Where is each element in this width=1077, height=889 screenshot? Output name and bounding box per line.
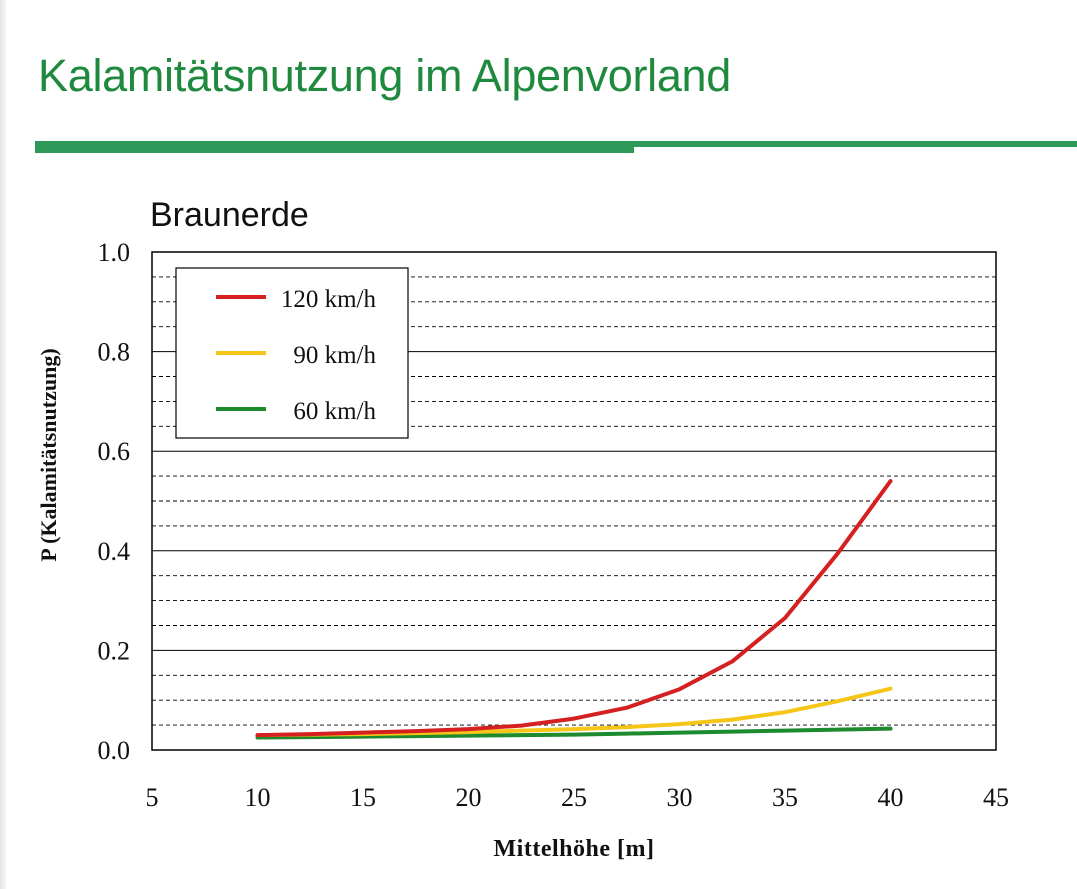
legend-box [175, 267, 409, 439]
y-tick-label: 0.8 [98, 338, 131, 367]
plot-area-frame [151, 251, 997, 751]
legend-label: 120 km/h [281, 286, 377, 313]
title-underline-thin [634, 141, 1077, 147]
series-line [255, 479, 893, 738]
slide-title: Kalamitätsnutzung im Alpenvorland [38, 50, 732, 101]
x-tick-label: 10 [245, 783, 271, 812]
x-axis-label: Mittelhöhe [m] [494, 836, 655, 862]
title-underline-thick [35, 141, 634, 153]
chart-title: Braunerde [150, 196, 309, 234]
chart-series [255, 479, 893, 740]
x-tick-label: 40 [878, 783, 904, 812]
legend-label: 60 km/h [293, 398, 376, 425]
y-axis-label: P (Kalamitätsnutzung) [36, 348, 61, 561]
x-tick-label: 25 [561, 783, 587, 812]
y-tick-label: 0.6 [98, 437, 131, 466]
legend-label: 90 km/h [293, 342, 376, 369]
y-tick-label: 1.0 [98, 238, 131, 267]
chart-legend: 120 km/h 90 km/h 60 km/h [175, 267, 409, 439]
series-line [255, 686, 893, 738]
y-tick-label: 0.0 [98, 736, 131, 765]
x-tick-label: 5 [146, 783, 159, 812]
series-line [255, 726, 893, 740]
slide-edge-shadow [0, 0, 6, 889]
x-tick-label: 20 [456, 783, 482, 812]
x-tick-label: 15 [350, 783, 376, 812]
y-tick-label: 0.2 [98, 636, 131, 665]
y-tick-label: 0.4 [98, 537, 131, 566]
x-axis-ticks: 5 10 15 20 25 30 35 40 45 [146, 783, 1010, 812]
x-tick-label: 45 [983, 783, 1009, 812]
x-tick-label: 35 [772, 783, 798, 812]
x-tick-label: 30 [667, 783, 693, 812]
y-axis-ticks: 0.0 0.2 0.4 0.6 0.8 1.0 [98, 238, 131, 765]
